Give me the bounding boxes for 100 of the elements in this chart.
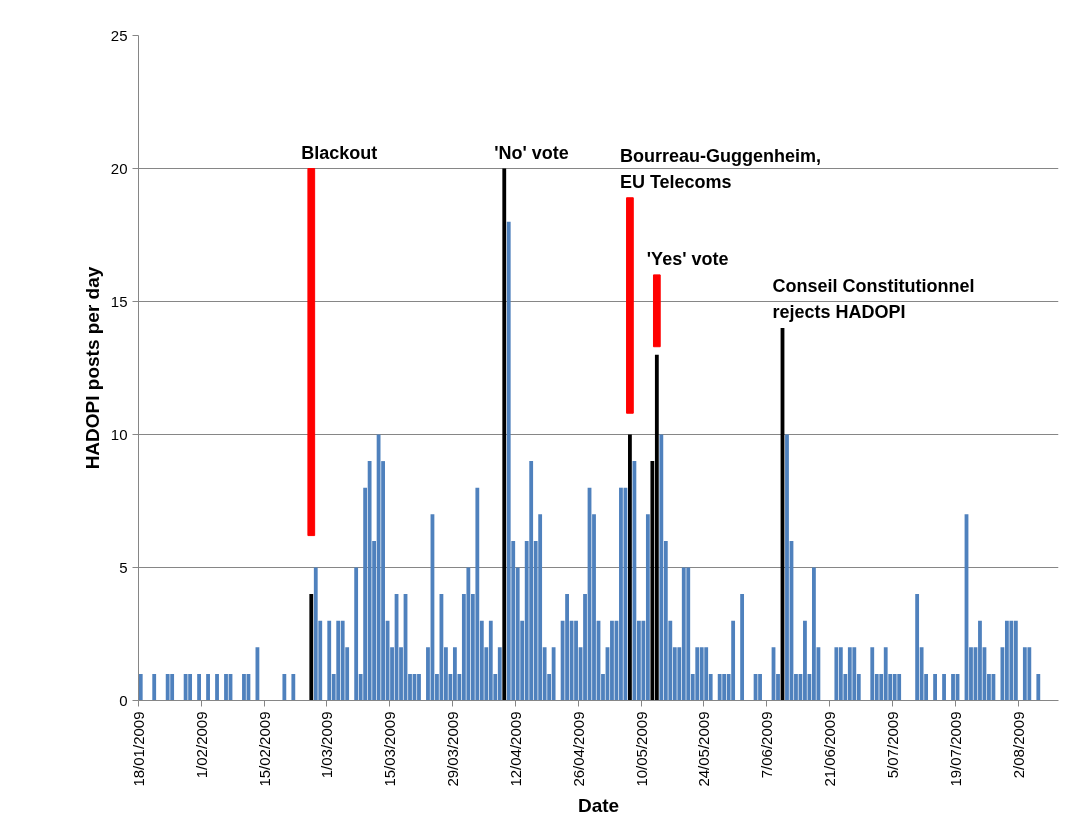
bar — [497, 647, 502, 701]
x-tick-label: 1/03/2009 — [318, 711, 336, 779]
x-tick-label: 18/01/2009 — [130, 711, 147, 787]
bar — [551, 647, 556, 701]
bar — [282, 673, 287, 701]
x-axis-title: Date — [577, 794, 620, 816]
bar — [506, 221, 511, 701]
bar — [376, 434, 381, 701]
bar — [915, 594, 920, 701]
bar — [717, 673, 722, 701]
bar — [686, 567, 691, 701]
bar — [628, 434, 632, 701]
bar — [1009, 620, 1014, 701]
bar — [565, 594, 569, 701]
bar — [722, 673, 727, 701]
x-tick-label: 26/04/2009 — [569, 711, 587, 787]
x-tick-label: 2/08/2009 — [1009, 711, 1027, 779]
bar — [354, 567, 359, 701]
bar — [838, 647, 843, 701]
y-tick-label: 25 — [110, 26, 128, 44]
bar — [336, 620, 341, 701]
bar — [652, 274, 661, 348]
bar — [165, 673, 170, 701]
bar — [812, 567, 816, 701]
x-tick-label: 29/03/2009 — [444, 711, 462, 787]
y-tick-label: 15 — [110, 292, 128, 310]
x-tick-label: 19/07/2009 — [946, 711, 964, 787]
x-tick-label: 15/03/2009 — [381, 711, 399, 787]
y-tick-label: 10 — [110, 425, 128, 443]
annotation: Blackout — [301, 142, 378, 163]
x-tick-label: 7/06/2009 — [758, 711, 776, 779]
bar — [327, 620, 332, 701]
annotation: Conseil Constitutionnel rejects HADOPI — [772, 276, 975, 323]
bar — [466, 567, 471, 701]
bar — [574, 620, 578, 701]
bar — [632, 461, 637, 701]
bar — [681, 567, 686, 701]
bar — [529, 461, 534, 701]
bar — [933, 673, 937, 701]
bar — [1013, 620, 1018, 701]
bar — [659, 434, 664, 701]
bar — [1022, 647, 1027, 701]
bar — [626, 197, 634, 414]
bar — [785, 434, 789, 701]
bar — [704, 647, 709, 701]
bar — [188, 673, 193, 701]
bar — [758, 673, 762, 701]
bar — [1004, 620, 1009, 701]
bar — [654, 354, 659, 701]
annotation: 'No' vote — [494, 142, 569, 163]
bar — [307, 168, 316, 537]
bar — [695, 647, 700, 701]
bar — [417, 673, 421, 701]
bar — [740, 594, 745, 701]
bar — [803, 620, 807, 701]
x-tick-label: 5/07/2009 — [883, 711, 901, 779]
bar — [942, 673, 946, 701]
bar — [291, 673, 296, 701]
bar — [215, 673, 219, 701]
bar — [242, 673, 246, 701]
bar — [138, 673, 143, 701]
bar — [897, 673, 902, 701]
bar — [883, 647, 888, 701]
bar — [1027, 647, 1032, 701]
bar — [502, 168, 507, 701]
bar — [852, 647, 857, 701]
bar — [645, 514, 650, 701]
x-tick-label: 12/04/2009 — [506, 711, 524, 787]
bar — [1036, 673, 1041, 701]
bar — [870, 647, 875, 701]
x-tick-label: 21/06/2009 — [821, 711, 839, 787]
bar — [197, 673, 201, 701]
bar — [340, 620, 345, 701]
bar — [152, 673, 157, 701]
y-tick-label: 20 — [110, 159, 128, 177]
bar — [978, 620, 982, 701]
y-tick-label: 5 — [119, 558, 128, 576]
y-tick-label: 0 — [119, 691, 128, 709]
annotation: 'Yes' vote — [646, 248, 729, 269]
bar — [170, 673, 175, 701]
bar — [309, 594, 314, 701]
x-tick-label: 15/02/2009 — [255, 711, 273, 787]
bar — [488, 620, 493, 701]
x-tick-label: 1/02/2009 — [192, 711, 210, 779]
bar — [731, 620, 736, 701]
bar — [847, 647, 852, 701]
annotation: Bourreau-Guggenheim, EU Telecoms — [619, 145, 821, 192]
bar — [951, 673, 955, 701]
bar — [892, 673, 897, 701]
bar — [619, 487, 623, 701]
x-tick-label: 24/05/2009 — [695, 711, 713, 787]
bar — [224, 673, 228, 701]
y-axis-title: HADOPI posts per day — [81, 266, 103, 470]
bar — [206, 673, 210, 701]
bar — [183, 673, 188, 701]
bar — [610, 620, 614, 701]
bar — [834, 647, 839, 701]
x-tick-label: 10/05/2009 — [632, 711, 650, 787]
bar — [367, 461, 372, 701]
bar — [452, 647, 457, 701]
